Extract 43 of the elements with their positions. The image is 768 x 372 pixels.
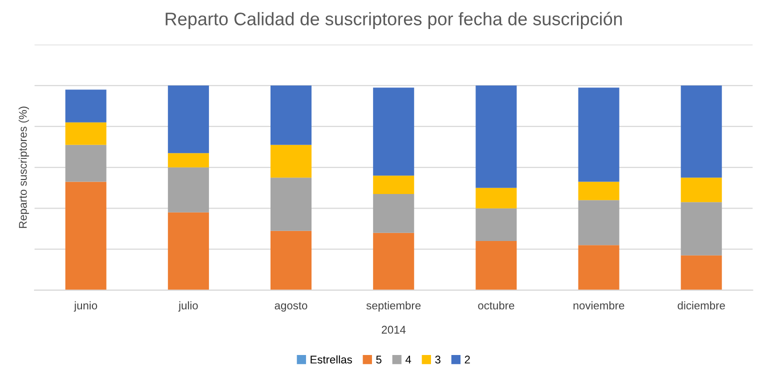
x-tick-label: noviembre bbox=[574, 301, 624, 310]
legend-label: 5 bbox=[376, 356, 382, 364]
bar bbox=[168, 153, 209, 168]
bar bbox=[270, 86, 312, 145]
bar bbox=[578, 245, 620, 290]
bar bbox=[65, 122, 106, 145]
bar bbox=[476, 241, 517, 290]
bar bbox=[65, 144, 106, 182]
x-tick-label: septiembre bbox=[366, 301, 421, 312]
y-axis-title: Reparto suscriptores (%) bbox=[18, 106, 30, 228]
legend-label: 4 bbox=[405, 356, 412, 364]
bar bbox=[680, 255, 722, 290]
bar bbox=[65, 90, 106, 122]
bar bbox=[373, 176, 414, 194]
bar bbox=[476, 188, 517, 208]
bar bbox=[373, 88, 414, 176]
legend-label: Estrellas bbox=[310, 355, 352, 364]
bar bbox=[168, 212, 209, 290]
x-axis-title: 2014 bbox=[382, 326, 406, 334]
bar bbox=[270, 230, 312, 290]
bar bbox=[680, 86, 722, 178]
bar bbox=[476, 208, 517, 242]
legend-label: 3 bbox=[435, 356, 440, 364]
bar bbox=[168, 86, 209, 154]
x-tick-label: junio bbox=[74, 301, 98, 312]
bar bbox=[270, 178, 312, 231]
chart-title: Reparto Calidad de suscriptores por fecha de suscripción bbox=[166, 12, 622, 29]
x-tick-label: octubre bbox=[478, 301, 514, 310]
bar bbox=[680, 202, 722, 256]
legend-label: 2 bbox=[464, 356, 470, 364]
bar bbox=[578, 182, 620, 200]
x-tick-label: agosto bbox=[274, 302, 308, 312]
x-tick-label: julio bbox=[178, 301, 198, 312]
bar bbox=[476, 86, 517, 188]
bar bbox=[373, 232, 414, 290]
bar bbox=[680, 178, 722, 202]
x-tick-label: diciembre bbox=[678, 301, 725, 310]
bar bbox=[168, 167, 209, 212]
bar bbox=[270, 144, 312, 178]
bar bbox=[373, 194, 414, 233]
bar bbox=[578, 88, 620, 182]
bar bbox=[65, 182, 106, 290]
bar bbox=[578, 200, 620, 246]
